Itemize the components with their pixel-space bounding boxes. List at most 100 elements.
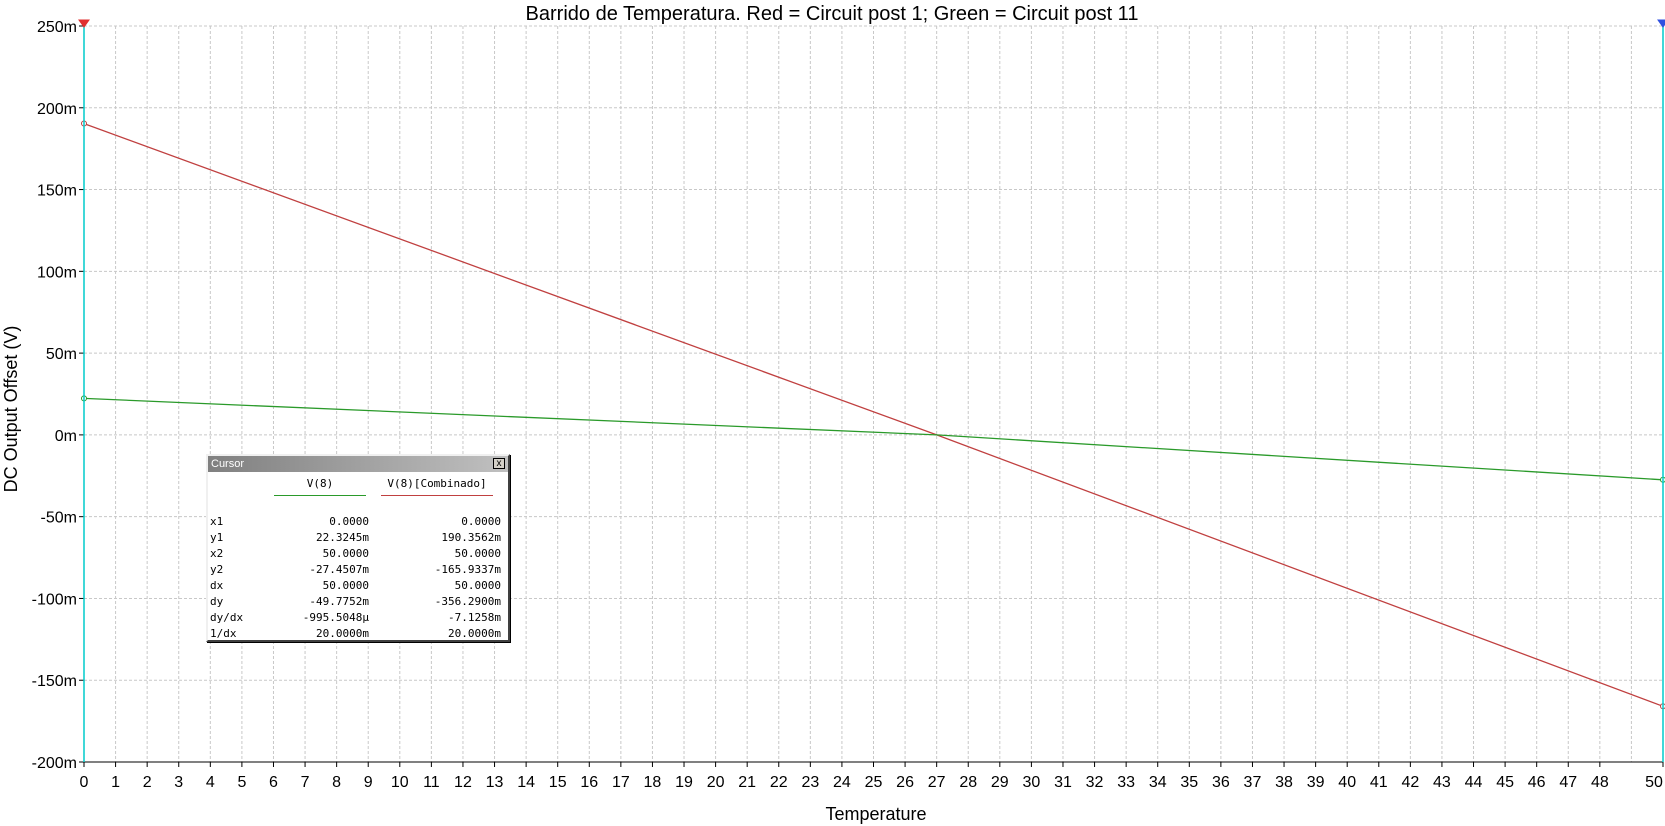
x-tick-label: 33 xyxy=(1117,774,1135,791)
cursor-row-value: 22.3245m xyxy=(316,531,369,544)
x-tick-label: 48 xyxy=(1591,774,1609,791)
y-tick-label: 100m xyxy=(37,264,77,281)
cursor-header: V(8) V(8)[Combinado] xyxy=(208,472,508,502)
cursor-row-value: -49.7752m xyxy=(309,595,369,608)
tick-labels: 250m 200m 150m 100m 50m 0m -50m -100m -150m -200m… xyxy=(32,19,1664,791)
cursor-row-value: 50.0000 xyxy=(454,579,501,592)
x-tick-label: 10 xyxy=(391,774,409,791)
column-color-line xyxy=(381,495,493,496)
y-axis-label: DC Output Offset (V) xyxy=(1,326,21,493)
cursor-row: dy/dx -995.5048µ -7.1258m xyxy=(208,610,508,626)
x-tick-label: 4 xyxy=(206,774,215,791)
cursor-markers[interactable] xyxy=(78,19,1665,762)
cursor-row-value: -165.9337m xyxy=(434,563,501,576)
y-tick-label: 0m xyxy=(55,428,77,445)
x-tick-label: 24 xyxy=(833,774,851,791)
x-tick-label: 34 xyxy=(1149,774,1167,791)
x-tick-label: 1 xyxy=(111,774,120,791)
x-tick-label: 41 xyxy=(1370,774,1388,791)
y-tick-label: -50m xyxy=(41,510,77,527)
cursor-handle-icon[interactable] xyxy=(1657,19,1665,28)
cursor-row-value: -995.5048µ xyxy=(302,611,369,624)
x-tick-label: 5 xyxy=(237,774,246,791)
y-tick-label: -100m xyxy=(32,591,77,608)
x-tick-label: 9 xyxy=(364,774,373,791)
x-tick-label: 47 xyxy=(1559,774,1577,791)
cursor-window[interactable]: Cursor x V(8) V(8)[Combinado] x1 0.0000 0.… xyxy=(206,454,510,642)
cursor-row-value: 0.0000 xyxy=(329,515,369,528)
cursor-row: x2 50.0000 50.0000 xyxy=(208,546,508,562)
x-tick-label: 30 xyxy=(1023,774,1041,791)
cursor-row-label: x1 xyxy=(210,515,224,528)
cursor-row-label: x2 xyxy=(210,547,224,560)
x-axis-label: Temperature xyxy=(825,804,926,824)
x-tick-label: 17 xyxy=(612,774,630,791)
cursor-title: Cursor xyxy=(211,458,245,470)
cursor-row-value: 50.0000 xyxy=(454,547,501,560)
cursor-row-label: 1/dx xyxy=(210,627,237,640)
cursor-row-label: y2 xyxy=(210,563,224,576)
cursor-row: 1/dx 20.0000m 20.0000m xyxy=(208,626,508,642)
x-tick-label: 45 xyxy=(1496,774,1514,791)
cursor-row-label: dy xyxy=(210,595,224,608)
cursor-row-value: 50.0000 xyxy=(322,547,369,560)
x-tick-label: 11 xyxy=(423,774,440,791)
x-tick-label: 22 xyxy=(770,774,788,791)
cursor-row: x1 0.0000 0.0000 xyxy=(208,514,508,530)
cursor-titlebar[interactable]: Cursor x xyxy=(208,456,508,472)
x-tick-label: 31 xyxy=(1054,774,1072,791)
y-tick-label: 200m xyxy=(37,101,77,118)
cursor-row: dx 50.0000 50.0000 xyxy=(208,578,508,594)
x-tick-label: 2 xyxy=(143,774,152,791)
y-tick-label: 50m xyxy=(46,346,77,363)
x-tick-label: 15 xyxy=(549,774,567,791)
x-tick-label: 39 xyxy=(1307,774,1325,791)
x-tick-label: 3 xyxy=(174,774,183,791)
x-tick-label: 6 xyxy=(269,774,278,791)
close-icon[interactable]: x xyxy=(493,458,505,469)
cursor-row-value: -356.2900m xyxy=(434,595,501,608)
chart-title: Barrido de Temperatura. Red = Circuit po… xyxy=(526,3,1139,25)
x-tick-label: 14 xyxy=(517,774,535,791)
y-tick-label: 250m xyxy=(37,19,77,36)
x-tick-label: 19 xyxy=(675,774,693,791)
x-tick-label: 16 xyxy=(580,774,598,791)
cursor-row-value: 50.0000 xyxy=(322,579,369,592)
cursor-row-label: dy/dx xyxy=(210,611,244,624)
x-tick-label: 36 xyxy=(1212,774,1230,791)
x-tick-label: 42 xyxy=(1401,774,1419,791)
cursor-row: y1 22.3245m 190.3562m xyxy=(208,530,508,546)
column-header-v8-combinado: V(8)[Combinado] xyxy=(387,477,487,490)
cursor-handle-icon[interactable] xyxy=(78,19,90,28)
x-tick-label: 23 xyxy=(801,774,819,791)
y-tick-label: 150m xyxy=(37,183,77,200)
cursor-row: y2 -27.4507m -165.9337m xyxy=(208,562,508,578)
cursor-row-value: -27.4507m xyxy=(309,563,369,576)
cursor-row-value: -7.1258m xyxy=(448,611,501,624)
x-tick-label: 50 xyxy=(1645,774,1663,791)
cursor-values: x1 0.0000 0.0000 y1 22.3245m 190.3562m x2 50.00… xyxy=(208,514,508,642)
cursor-row-value: 190.3562m xyxy=(441,531,501,544)
x-tick-label: 35 xyxy=(1180,774,1198,791)
x-tick-label: 40 xyxy=(1338,774,1356,791)
cursor-row-value: 20.0000m xyxy=(448,627,501,640)
x-tick-label: 25 xyxy=(865,774,883,791)
x-tick-label: 21 xyxy=(738,774,756,791)
x-tick-label: 7 xyxy=(301,774,310,791)
x-tick-label: 28 xyxy=(959,774,977,791)
cursor-row-label: dx xyxy=(210,579,224,592)
series-line-1 xyxy=(83,397,1664,481)
cursor-row: dy -49.7752m -356.2900m xyxy=(208,594,508,610)
x-tick-label: 37 xyxy=(1244,774,1262,791)
y-tick-label: -150m xyxy=(32,673,77,690)
x-tick-label: 20 xyxy=(707,774,725,791)
x-tick-label: 26 xyxy=(896,774,914,791)
x-tick-label: 8 xyxy=(332,774,341,791)
grid xyxy=(83,25,1664,763)
x-tick-label: 29 xyxy=(991,774,1009,791)
x-tick-label: 12 xyxy=(454,774,472,791)
x-tick-label: 44 xyxy=(1465,774,1483,791)
column-color-line xyxy=(274,495,366,496)
cursor-row-value: 20.0000m xyxy=(316,627,369,640)
